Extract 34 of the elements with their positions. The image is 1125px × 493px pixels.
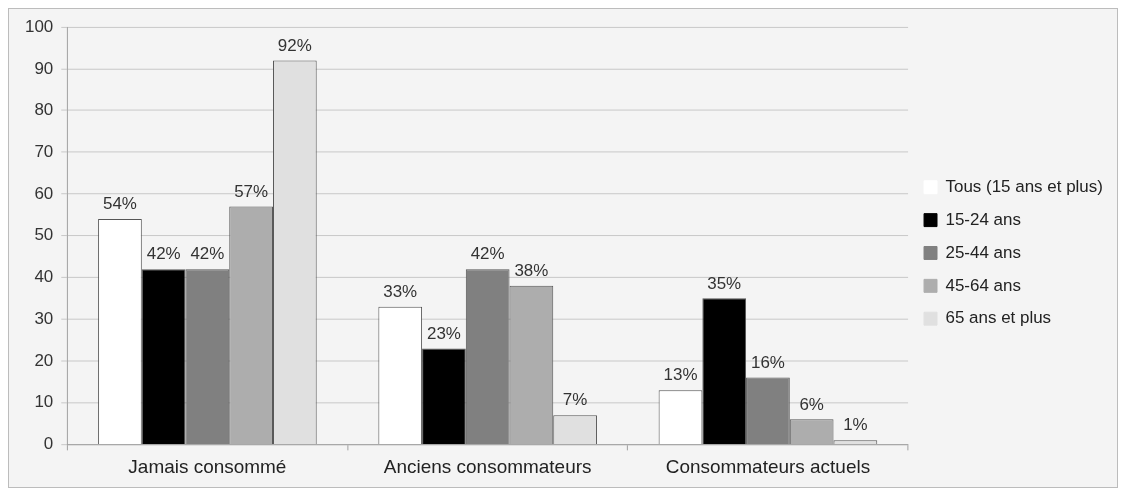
y-tick-label: 10 bbox=[34, 392, 54, 412]
x-tick-label: Consommateurs actuels bbox=[665, 455, 871, 477]
y-tick-label: 30 bbox=[34, 308, 54, 328]
y-tick-label: 90 bbox=[34, 58, 54, 78]
data-label: 54% bbox=[102, 194, 137, 214]
data-label: 92% bbox=[277, 35, 312, 55]
legend-label: 15-24 ans bbox=[945, 209, 1021, 229]
data-label: 38% bbox=[514, 261, 549, 281]
y-tick-label: 60 bbox=[34, 183, 54, 203]
y-tick-label: 100 bbox=[24, 16, 54, 36]
y-tick-label: 0 bbox=[43, 434, 54, 454]
data-label: 33% bbox=[383, 281, 418, 301]
y-tick-label: 70 bbox=[34, 141, 54, 161]
x-tick-label: Jamais consommé bbox=[128, 455, 287, 477]
y-tick-label: 40 bbox=[34, 267, 54, 287]
x-tick-label: Anciens consommateurs bbox=[383, 455, 592, 477]
y-tick-label: 80 bbox=[34, 100, 54, 120]
legend-label: 45-64 ans bbox=[945, 275, 1021, 295]
data-label: 6% bbox=[799, 394, 824, 414]
y-tick-label: 50 bbox=[34, 225, 54, 245]
y-tick-label: 20 bbox=[34, 350, 54, 370]
data-label: 23% bbox=[426, 323, 461, 343]
data-label: 42% bbox=[190, 244, 225, 264]
legend-label: 25-44 ans bbox=[945, 242, 1021, 262]
data-label: 42% bbox=[470, 244, 505, 264]
data-label: 13% bbox=[663, 365, 698, 385]
data-label: 7% bbox=[562, 390, 588, 410]
data-label: 42% bbox=[146, 244, 181, 264]
legend-label: 65 ans et plus bbox=[945, 308, 1052, 328]
data-label: 1% bbox=[843, 415, 868, 435]
data-label: 35% bbox=[707, 273, 742, 293]
data-label: 57% bbox=[234, 181, 269, 201]
data-label: 16% bbox=[750, 352, 785, 372]
legend-label: Tous (15 ans et plus) bbox=[945, 176, 1103, 196]
